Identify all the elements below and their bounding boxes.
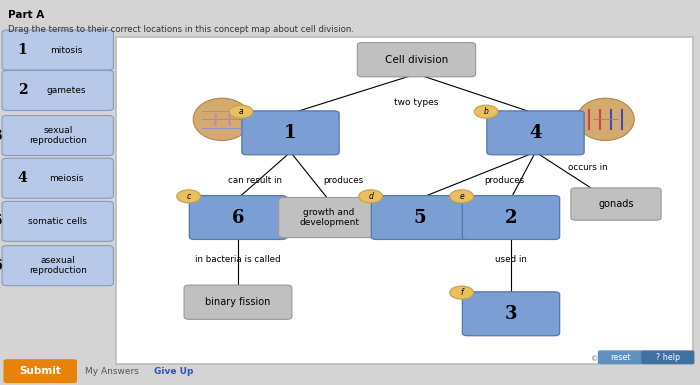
Circle shape [475,105,498,118]
Text: gonads: gonads [598,199,634,209]
FancyBboxPatch shape [279,198,379,238]
Text: 1: 1 [18,43,27,57]
Circle shape [358,190,382,203]
Text: somatic cells: somatic cells [28,217,88,226]
Text: My Answers: My Answers [85,367,139,376]
Text: 5: 5 [0,214,2,228]
Circle shape [449,190,473,203]
Text: produces: produces [484,176,524,186]
FancyBboxPatch shape [2,246,113,286]
Text: Drag the terms to their correct locations in this concept map about cell divisio: Drag the terms to their correct location… [8,25,354,34]
Ellipse shape [193,98,251,141]
Text: two types: two types [394,97,439,107]
Text: used in: used in [495,255,527,264]
Text: 4: 4 [529,124,542,142]
Text: can result in: can result in [228,176,283,186]
FancyBboxPatch shape [462,292,560,336]
Text: f: f [461,288,463,297]
Text: ? help: ? help [656,353,680,362]
Text: Submit: Submit [19,366,61,376]
FancyBboxPatch shape [2,70,113,110]
Text: reset: reset [610,353,631,362]
Text: produces: produces [323,176,363,186]
FancyBboxPatch shape [242,111,339,155]
Text: 5: 5 [414,209,426,226]
FancyBboxPatch shape [371,196,469,239]
Circle shape [176,190,201,203]
Ellipse shape [577,98,634,141]
FancyBboxPatch shape [2,201,113,241]
Text: Cell division: Cell division [385,55,448,65]
FancyBboxPatch shape [462,196,560,239]
Text: asexual
reproduction: asexual reproduction [29,256,87,275]
Text: Part A: Part A [8,10,45,20]
Text: in bacteria is called: in bacteria is called [195,255,281,264]
Text: 3: 3 [0,129,2,142]
Circle shape [229,105,253,118]
FancyBboxPatch shape [641,350,694,364]
FancyBboxPatch shape [184,285,292,320]
Text: e: e [459,192,464,201]
Text: c: c [186,192,191,201]
Text: 2: 2 [18,84,27,97]
FancyBboxPatch shape [2,116,113,156]
FancyBboxPatch shape [571,188,661,220]
Text: 1: 1 [284,124,297,142]
Text: mitosis: mitosis [50,45,83,55]
FancyBboxPatch shape [2,158,113,198]
Circle shape [449,286,473,299]
FancyBboxPatch shape [487,111,584,155]
Text: Give Up: Give Up [154,367,193,376]
Text: 6: 6 [232,209,244,226]
FancyBboxPatch shape [357,43,476,77]
Text: growth and
development: growth and development [299,208,359,227]
FancyBboxPatch shape [2,30,113,70]
Text: occurs in: occurs in [568,163,608,172]
Text: 3: 3 [505,305,517,323]
Text: b: b [484,107,489,116]
Text: sexual
reproduction: sexual reproduction [29,126,87,145]
Text: a: a [239,107,244,116]
Text: meiosis: meiosis [49,174,84,183]
FancyBboxPatch shape [189,196,287,239]
Text: gametes: gametes [47,86,86,95]
Text: 2: 2 [505,209,517,226]
Text: d: d [368,192,373,201]
Text: 6: 6 [0,259,2,273]
Text: binary fission: binary fission [205,297,271,307]
Text: © Pearson Education, Inc.: © Pearson Education, Inc. [592,355,686,362]
FancyBboxPatch shape [116,37,693,364]
FancyBboxPatch shape [598,350,644,364]
Text: 4: 4 [18,171,27,185]
FancyBboxPatch shape [4,359,77,383]
